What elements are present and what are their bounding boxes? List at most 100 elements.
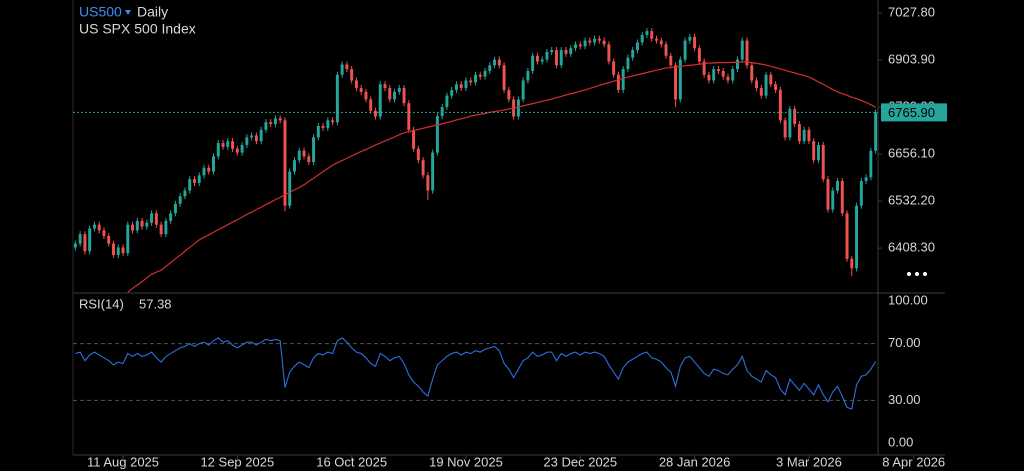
- candle-body: [755, 80, 759, 89]
- candle-body: [102, 230, 106, 237]
- candle-body: [631, 50, 635, 58]
- candle-body: [688, 36, 692, 41]
- candle-body: [597, 38, 601, 41]
- candle-body: [621, 69, 625, 90]
- rsi-panel: [73, 337, 878, 410]
- candle-body: [826, 179, 830, 210]
- candle-body: [674, 65, 678, 100]
- candle-body: [302, 150, 306, 157]
- candle-body: [312, 137, 316, 163]
- candle-body: [535, 55, 539, 62]
- candle-body: [693, 36, 697, 49]
- candle-body: [759, 88, 763, 96]
- candle-body: [869, 150, 873, 178]
- symbol[interactable]: US500: [79, 4, 122, 20]
- candle-body: [250, 135, 254, 138]
- candle-body: [845, 213, 849, 259]
- candle-body: [164, 220, 168, 235]
- candle-body: [440, 107, 444, 117]
- candle-body: [778, 89, 782, 121]
- candle-body: [412, 129, 416, 149]
- candle-body: [659, 40, 663, 45]
- interval[interactable]: Daily: [137, 4, 168, 20]
- header: US500 Daily US SPX 500 Index RSI(14) 57.…: [79, 4, 196, 312]
- candle-body: [254, 135, 258, 142]
- price-panel: [73, 28, 878, 293]
- candle-body: [297, 150, 301, 161]
- candle-body: [259, 129, 263, 142]
- candle-body: [245, 137, 249, 145]
- candle-body: [78, 234, 82, 244]
- candle-body: [421, 160, 425, 176]
- candle-body: [169, 213, 173, 221]
- candle-body: [831, 190, 835, 210]
- dot[interactable]: [915, 272, 919, 276]
- candle-body: [521, 80, 525, 100]
- dot[interactable]: [923, 272, 927, 276]
- candle-body: [135, 220, 139, 231]
- candle-body: [540, 59, 544, 62]
- rsi-tick-label: 100.00: [888, 292, 928, 307]
- candle-body: [783, 120, 787, 138]
- candle-body: [240, 144, 244, 153]
- candle-body: [126, 224, 130, 254]
- candle-body: [150, 213, 154, 223]
- candle-body: [626, 57, 630, 70]
- candle-body: [731, 69, 735, 81]
- dot[interactable]: [907, 272, 911, 276]
- candle-body: [178, 196, 182, 204]
- candle-body: [88, 228, 92, 252]
- y-tick-label: 6903.90: [888, 51, 935, 66]
- candle-body: [583, 40, 587, 47]
- x-tick-label: 16 Oct 2025: [316, 454, 387, 469]
- symbol-dropdown-icon[interactable]: [125, 10, 131, 15]
- x-tick-label: 28 Jan 2026: [659, 454, 731, 469]
- y-tick-label: 6656.10: [888, 145, 935, 160]
- candle-body: [192, 179, 196, 183]
- candle-body: [588, 40, 592, 43]
- rsi-tick-label: 0.00: [888, 434, 913, 449]
- candle-body: [607, 44, 611, 62]
- axes: 7027.806903.906780.006656.106532.206408.…: [73, 4, 947, 469]
- candle-body: [664, 44, 668, 56]
- candle-body: [226, 141, 230, 147]
- candle-body: [154, 213, 158, 225]
- candle-body: [612, 61, 616, 75]
- candle-body: [173, 203, 177, 214]
- candle-body: [545, 51, 549, 60]
- candle-body: [502, 65, 506, 90]
- rsi-label: RSI(14): [79, 296, 124, 311]
- candle-body: [507, 89, 511, 100]
- candle-body: [855, 205, 859, 269]
- candle-body: [736, 59, 739, 70]
- candle-body: [616, 74, 620, 90]
- candle-body: [774, 84, 778, 90]
- candle-body: [821, 144, 825, 180]
- candle-body: [378, 84, 382, 117]
- candle-body: [488, 65, 492, 71]
- candle-body: [350, 69, 354, 81]
- more-menu[interactable]: [907, 272, 927, 276]
- candle-body: [407, 103, 411, 130]
- candle-body: [874, 112, 878, 151]
- candle-body: [83, 234, 87, 252]
- candle-body: [278, 118, 282, 121]
- candle-body: [564, 50, 568, 54]
- x-tick-label: 12 Sep 2025: [200, 454, 274, 469]
- candle-body: [716, 69, 720, 71]
- x-tick-label: 3 Mar 2026: [776, 454, 842, 469]
- candle-body: [112, 243, 115, 256]
- candle-body: [769, 74, 773, 85]
- candle-body: [859, 181, 863, 206]
- candle-body: [474, 74, 477, 83]
- current-price-box: [881, 103, 947, 122]
- frame: [72, 0, 945, 456]
- candle-body: [836, 181, 839, 191]
- candle-body: [526, 70, 530, 81]
- candle-body: [288, 171, 292, 206]
- candle-body: [840, 181, 844, 214]
- candle-body: [745, 40, 749, 66]
- candle-body: [316, 126, 320, 138]
- candle-body: [426, 175, 430, 191]
